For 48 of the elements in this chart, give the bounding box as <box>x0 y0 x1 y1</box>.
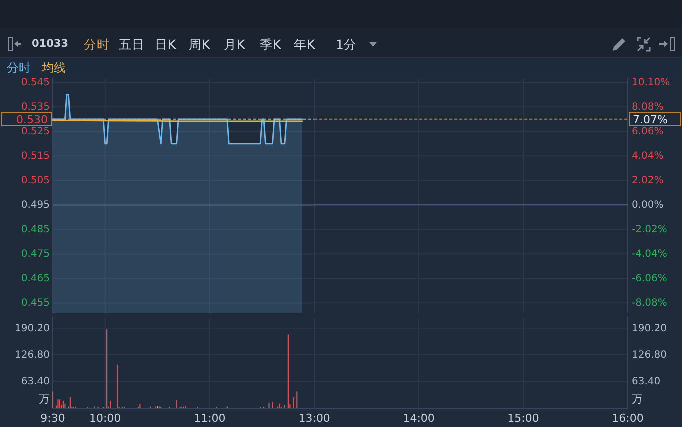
y-tick-label: 2.02% <box>632 175 664 186</box>
y-tick-label: 126.80 <box>15 349 50 360</box>
y-tick-label: 63.40 <box>632 376 661 387</box>
y-tick-label: 0.515 <box>21 150 50 162</box>
ref-line-label: 7.07% <box>633 112 668 126</box>
text: 分时 <box>7 61 31 75</box>
text: 年K <box>294 36 316 52</box>
y-tick-label: 190.20 <box>15 322 50 334</box>
y-tick-label: 190.20 <box>632 322 667 334</box>
text: 均线 <box>41 61 66 75</box>
x-tick-label: 11:00 <box>194 412 226 424</box>
y-tick-label: 0.475 <box>21 248 50 260</box>
x-tick-label: 16:00 <box>612 412 644 424</box>
y-tick-label: -6.06% <box>632 273 668 284</box>
y-tick-label: 0.465 <box>21 273 50 284</box>
text: 季K <box>260 36 282 52</box>
y-tick-label: 4.04% <box>632 150 664 162</box>
y-tick-label: 63.40 <box>21 376 50 387</box>
text: 分时 <box>84 36 110 52</box>
y-tick-label: 0.525 <box>21 126 50 138</box>
x-tick-label: 15:00 <box>508 412 540 424</box>
y-tick-label: -8.08% <box>632 298 668 309</box>
text: 月K <box>224 36 246 52</box>
x-tick-label: 13:00 <box>298 412 330 424</box>
y-tick-label: 0.505 <box>21 175 50 186</box>
y-tick-label: -2.02% <box>632 224 668 236</box>
y-tick-label: 0.535 <box>21 102 50 113</box>
x-tick-label: 10:00 <box>89 412 122 424</box>
y-tick-label: 8.08% <box>632 102 664 113</box>
y-tick-label: 6.06% <box>632 126 664 138</box>
ref-line-label: 0.530 <box>16 112 48 126</box>
y-tick-label: 126.80 <box>632 349 667 360</box>
y-axis-title: 万 <box>39 392 50 406</box>
y-tick-label: 10.10% <box>632 77 670 88</box>
text: 日K <box>155 36 177 52</box>
x-tick-label: 14:00 <box>403 412 435 424</box>
y-tick-label: -4.04% <box>632 248 668 260</box>
text: 五日 <box>119 36 145 52</box>
y-tick-label: 0.485 <box>21 224 50 236</box>
x-tick-label: 9:30 <box>40 412 66 424</box>
y-tick-label: 0.545 <box>21 77 50 88</box>
y-tick-label: 0.495 <box>21 200 50 211</box>
chart-title: 01033 <box>32 38 69 50</box>
y-tick-label: 0.00% <box>632 200 664 211</box>
y-tick-label: 0.455 <box>21 298 50 309</box>
text: 周K <box>189 36 211 52</box>
y-axis-title: 万 <box>632 392 643 406</box>
text: 1分 <box>336 36 357 52</box>
